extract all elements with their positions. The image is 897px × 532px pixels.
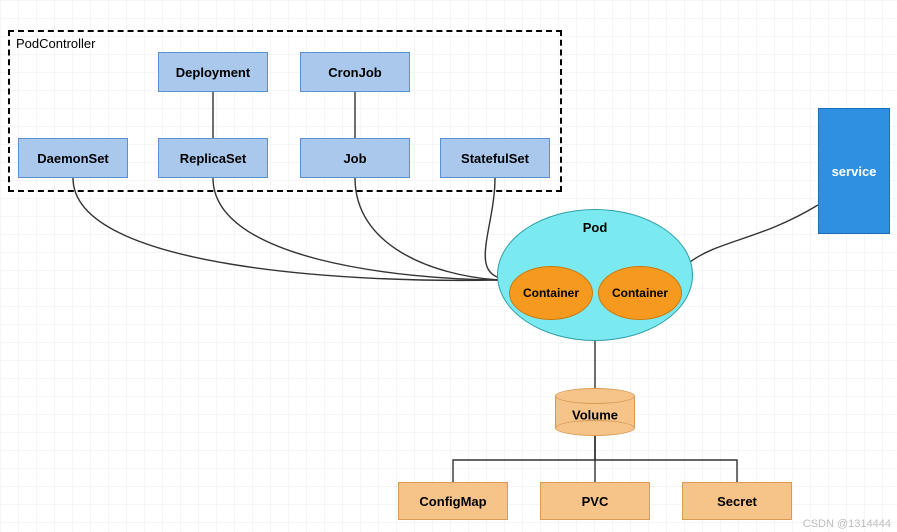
pod-label: Pod [583,220,608,235]
secret-label: Secret [717,494,757,509]
secret-node: Secret [682,482,792,520]
cronjob-label: CronJob [328,65,381,80]
deployment-node: Deployment [158,52,268,92]
edge-job-pod [355,178,498,280]
edge-volume-secret [595,436,737,482]
volume-label: Volume [555,408,635,423]
watermark: CSDN @1314444 [803,518,891,530]
service-node: service [818,108,890,234]
daemonset-label: DaemonSet [37,151,109,166]
volume-node: Volume [555,388,635,436]
statefulset-node: StatefulSet [440,138,550,178]
statefulset-label: StatefulSet [461,151,529,166]
container1-node: Container [509,266,593,320]
container2-label: Container [612,286,668,300]
job-label: Job [343,151,366,166]
pod-controller-label: PodController [16,36,96,51]
service-label: service [832,164,877,179]
replicaset-node: ReplicaSet [158,138,268,178]
daemonset-node: DaemonSet [18,138,128,178]
pvc-node: PVC [540,482,650,520]
deployment-label: Deployment [176,65,250,80]
configmap-label: ConfigMap [419,494,486,509]
container1-label: Container [523,286,579,300]
cronjob-node: CronJob [300,52,410,92]
configmap-node: ConfigMap [398,482,508,520]
replicaset-label: ReplicaSet [180,151,246,166]
job-node: Job [300,138,410,178]
pvc-label: PVC [582,494,609,509]
edge-replicaset-pod [213,178,498,280]
edge-volume-configmap [453,436,595,482]
edge-daemonset-pod [73,178,498,280]
edge-service-pod [690,205,818,262]
container2-node: Container [598,266,682,320]
